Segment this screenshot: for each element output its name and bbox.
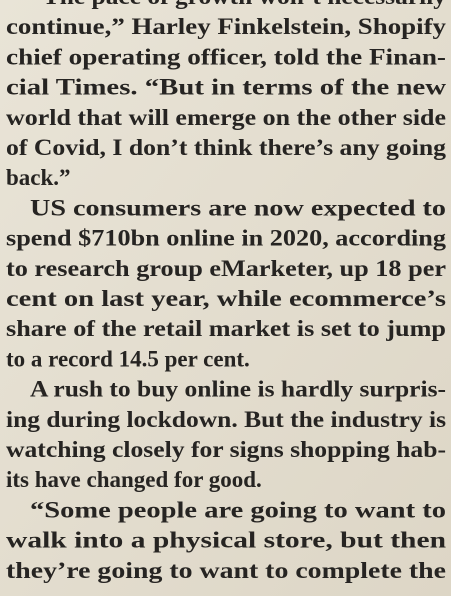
text-line: cial Times. “But in terms of the new (6, 75, 446, 100)
text-line: A rush to buy online is hardly surpris- (30, 377, 446, 402)
text-line: of Covid, I don’t think there’s any goin… (6, 135, 447, 160)
text-line: they’re going to want to complete the (6, 558, 446, 583)
text-line: its have changed for good. (6, 467, 262, 492)
text-line: cent on last year, while ecommerce’s (6, 286, 446, 311)
text-line: to a record 14.5 per cent. (6, 346, 250, 371)
text-line: continue,” Harley Finkelstein, Shopify (6, 14, 447, 39)
text-line: spend $710bn online in 2020, according (6, 226, 447, 251)
text-line: US consumers are now expected to (30, 195, 446, 220)
text-line: back.” (6, 165, 71, 190)
text-line: chief operating officer, told the Finan- (6, 44, 446, 69)
text-line: watching closely for signs shopping hab- (6, 437, 446, 462)
text-line: world that will emerge on the other side (6, 105, 446, 130)
text-line: “Some people are going to want to (30, 497, 446, 522)
text-line: share of the retail market is set to jum… (6, 316, 446, 341)
text-line: walk into a physical store, but then (6, 528, 446, 553)
text-line: “The pace of growth won’t necessarily (30, 0, 447, 9)
text-line: ing during lockdown. But the industry is (6, 407, 446, 432)
text-line: to research group eMarketer, up 18 per (6, 256, 446, 281)
